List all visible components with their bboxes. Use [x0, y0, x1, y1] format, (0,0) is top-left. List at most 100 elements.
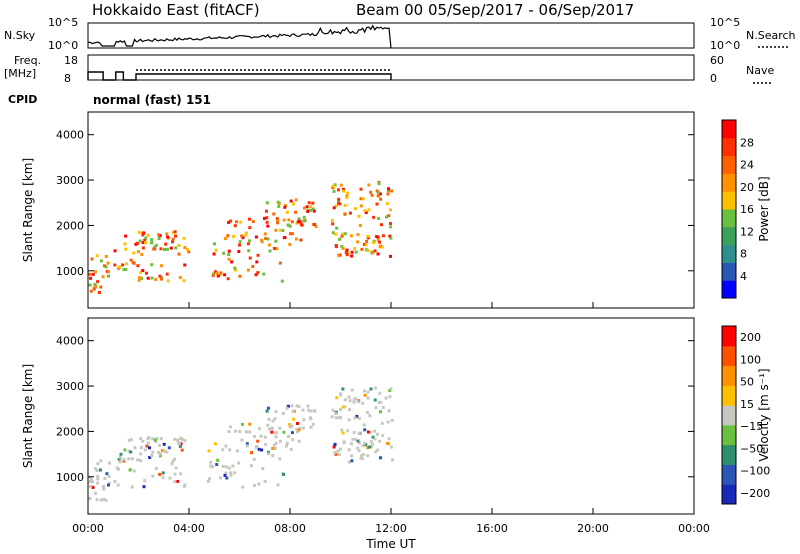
- echo-cell: [173, 457, 177, 461]
- echo-cell: [229, 473, 233, 477]
- echo-cell: [354, 397, 357, 401]
- echo-cell: [340, 234, 344, 238]
- colorbar-swatch: [722, 345, 736, 367]
- echo-cell: [338, 447, 342, 451]
- echo-cell: [187, 250, 191, 254]
- colorbar-swatch: [722, 155, 736, 174]
- echo-cell: [249, 464, 253, 468]
- beam-date-range: Beam 00 05/Sep/2017 - 06/Sep/2017: [356, 1, 634, 19]
- echo-cell: [216, 458, 220, 462]
- echo-cell: [335, 226, 339, 230]
- echo-cell: [211, 274, 215, 278]
- echo-cell: [376, 432, 379, 436]
- echo-cell: [177, 244, 181, 247]
- echo-cell: [235, 220, 239, 224]
- echo-cell: [257, 427, 261, 431]
- echo-cell: [349, 442, 353, 446]
- echo-cell: [251, 220, 255, 224]
- echo-cell: [342, 187, 345, 191]
- echo-cell: [273, 417, 277, 421]
- echo-cell: [234, 429, 237, 433]
- echo-cell: [278, 457, 282, 461]
- echo-cell: [375, 189, 379, 193]
- echo-cell: [292, 417, 296, 421]
- echo-cell: [219, 273, 223, 277]
- echo-cell: [291, 409, 295, 413]
- echo-cell: [345, 253, 349, 257]
- freq-label: Freq.: [14, 54, 41, 67]
- echo-cell: [143, 478, 147, 482]
- echo-cell: [374, 406, 378, 410]
- echo-cell: [132, 261, 136, 265]
- echo-cell: [387, 214, 391, 218]
- echo-cell: [140, 276, 143, 280]
- echo-cell: [182, 279, 186, 283]
- echo-cell: [245, 442, 249, 446]
- echo-cell: [136, 250, 140, 254]
- echo-cell: [377, 401, 381, 405]
- echo-cell: [380, 421, 384, 425]
- y-tick-label: 1000: [56, 265, 84, 278]
- echo-cell: [106, 261, 110, 265]
- echo-cell: [171, 237, 175, 241]
- echo-cell: [113, 480, 117, 483]
- echo-cell: [139, 270, 143, 274]
- echo-cell: [246, 268, 250, 272]
- echo-cell: [240, 438, 244, 442]
- echo-cell: [183, 439, 187, 443]
- echo-cell: [305, 205, 309, 209]
- echo-cell: [343, 232, 347, 236]
- echo-cell: [299, 222, 303, 226]
- colorbar-tick-label: 20: [740, 181, 754, 194]
- echo-cell: [274, 441, 278, 445]
- echo-cell: [250, 451, 254, 455]
- echo-cell: [366, 390, 370, 394]
- echo-cell: [100, 259, 103, 263]
- echo-cell: [248, 226, 252, 230]
- echo-cell: [160, 449, 164, 452]
- echo-cell: [129, 438, 133, 442]
- echo-cell: [309, 425, 313, 429]
- echo-cell: [246, 242, 250, 246]
- echo-cell: [212, 272, 215, 276]
- echo-cell: [122, 459, 126, 463]
- echo-cell: [264, 443, 268, 446]
- echo-cell: [282, 472, 285, 476]
- echo-cell: [387, 437, 391, 441]
- echo-cell: [166, 279, 170, 283]
- echo-cell: [93, 491, 97, 495]
- y-tick-label: 4000: [56, 335, 84, 348]
- echo-cell: [276, 200, 280, 204]
- echo-cell: [268, 249, 272, 253]
- echo-cell: [288, 242, 292, 246]
- echo-cell: [151, 437, 155, 441]
- echo-cell: [389, 222, 392, 225]
- colorbar-tick-label: −100: [740, 465, 770, 478]
- echo-cell: [309, 409, 313, 413]
- echo-cell: [348, 399, 352, 403]
- echo-cell: [157, 237, 161, 240]
- echo-cell: [107, 270, 110, 274]
- echo-cell: [338, 237, 341, 241]
- echo-cell: [177, 442, 181, 446]
- echo-cell: [389, 254, 392, 258]
- echo-cell: [294, 198, 298, 202]
- echo-cell: [252, 435, 256, 438]
- echo-cell: [165, 450, 169, 454]
- echo-cell: [286, 404, 290, 408]
- echo-cell: [369, 430, 373, 434]
- echo-cell: [361, 401, 365, 405]
- echo-cell: [212, 252, 216, 256]
- echo-cell: [260, 448, 264, 452]
- echo-cell: [332, 445, 336, 449]
- echo-cell: [154, 278, 158, 281]
- echo-cell: [174, 234, 177, 238]
- echo-cell: [356, 400, 360, 404]
- echo-cell: [150, 238, 154, 242]
- echo-cell: [267, 417, 271, 421]
- echo-cell: [231, 464, 235, 468]
- echo-cell: [302, 418, 306, 422]
- echo-cell: [331, 231, 335, 235]
- echo-cell: [349, 234, 353, 238]
- echo-cell: [238, 240, 242, 244]
